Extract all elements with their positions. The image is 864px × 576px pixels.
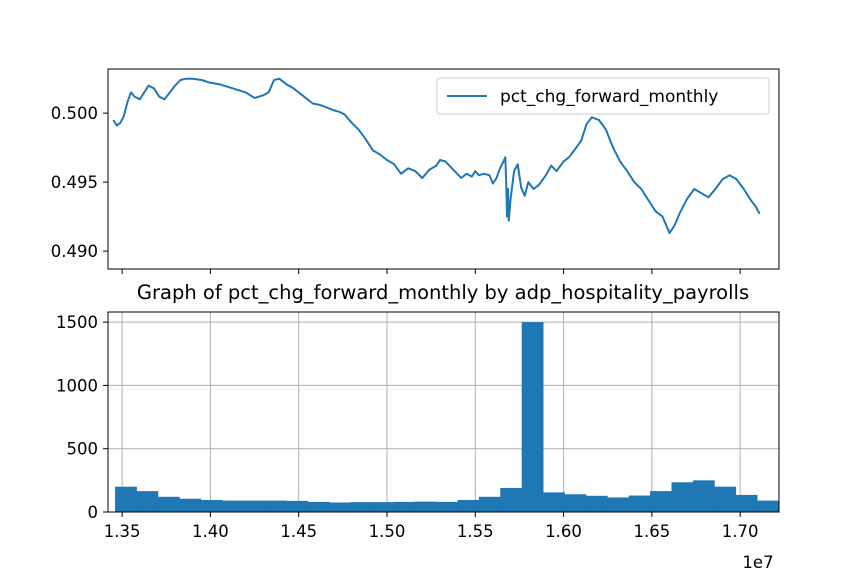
histogram-bar xyxy=(179,498,202,512)
line-chart-axes: 0.490 0.495 0.500 pct_chg_forward_monthly xyxy=(51,68,780,274)
histogram-bar xyxy=(607,497,630,512)
histogram-bar xyxy=(243,500,266,512)
histogram-bar xyxy=(714,486,737,512)
x-tick-label: 1.35 xyxy=(104,522,141,541)
histogram-frame xyxy=(107,311,780,513)
histogram-bar xyxy=(671,482,694,512)
x-tick-label: 1.60 xyxy=(545,522,582,541)
x-tick-label: 1.45 xyxy=(280,522,317,541)
histogram-bars xyxy=(115,322,779,512)
histogram-bar xyxy=(585,495,608,512)
y-tick-label: 1500 xyxy=(56,313,98,332)
histogram-bar xyxy=(650,491,672,512)
line-chart-x-ticks xyxy=(121,269,741,274)
histogram-bar xyxy=(478,496,501,512)
histogram-bar xyxy=(371,502,394,512)
histogram-y-ticks: 0 500 1000 1500 xyxy=(56,313,108,522)
legend-box xyxy=(436,77,770,115)
histogram-bar xyxy=(436,501,458,512)
histogram-bar xyxy=(200,499,223,512)
x-tick-label: 1.40 xyxy=(192,522,229,541)
line-chart-y-ticks: 0.490 0.495 0.500 xyxy=(51,104,108,261)
y-tick-label: 1000 xyxy=(56,376,98,395)
x-tick-label: 1.50 xyxy=(369,522,406,541)
histogram-bar xyxy=(735,494,758,512)
chart-title: Graph of pct_chg_forward_monthly by adp_… xyxy=(137,281,749,304)
histogram-bar xyxy=(286,500,309,512)
histogram-bar xyxy=(307,501,330,512)
histogram-bar xyxy=(521,322,544,512)
histogram-grid xyxy=(108,312,779,513)
histogram-bar xyxy=(414,501,437,512)
x-tick-label: 1.70 xyxy=(722,522,759,541)
y-tick-label: 0.500 xyxy=(51,104,98,123)
x-offset-label: 1e7 xyxy=(742,553,773,572)
legend: pct_chg_forward_monthly xyxy=(436,77,770,115)
histogram-bar xyxy=(329,502,351,512)
x-tick-label: 1.55 xyxy=(457,522,494,541)
x-tick-label: 1.65 xyxy=(633,522,670,541)
histogram-bar xyxy=(543,492,565,512)
histogram-bar xyxy=(757,500,779,512)
histogram-bar xyxy=(136,491,159,512)
histogram-bar xyxy=(500,487,523,512)
y-tick-label: 0.495 xyxy=(51,173,98,192)
line-series-pct-chg-forward-monthly xyxy=(112,77,761,235)
histogram-bar xyxy=(222,500,244,512)
y-tick-label: 0 xyxy=(88,503,99,522)
y-tick-label: 0.490 xyxy=(51,242,98,261)
histogram-bar xyxy=(393,501,416,512)
histogram-axes: 0 500 1000 1500 1.35 1.40 1.45 1.50 1.55 1.60 1.6… xyxy=(56,311,780,572)
line-chart-frame xyxy=(107,68,780,270)
histogram-bar xyxy=(115,486,137,512)
histogram-bar xyxy=(157,496,180,512)
histogram-bar xyxy=(564,494,587,512)
histogram-x-ticks: 1.35 1.40 1.45 1.50 1.55 1.60 1.65 1.70 xyxy=(104,512,759,541)
histogram-bar xyxy=(692,480,715,512)
y-tick-label: 500 xyxy=(67,440,99,459)
legend-entry: pct_chg_forward_monthly xyxy=(500,87,718,107)
histogram-bar xyxy=(457,499,480,512)
histogram-bar xyxy=(628,495,651,512)
histogram-bar xyxy=(264,500,287,512)
histogram-bar xyxy=(350,502,373,512)
